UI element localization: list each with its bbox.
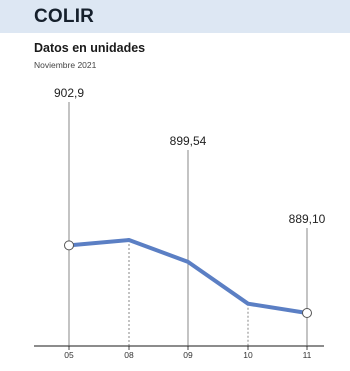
x-tick-label-10: 10 — [243, 350, 253, 360]
data-point-11 — [302, 308, 312, 318]
chart-title: Datos en unidades — [34, 41, 146, 55]
x-tick-label-11: 11 — [303, 350, 312, 360]
data-label-11: 889,10 — [289, 212, 326, 226]
x-tick-label-08: 08 — [124, 350, 134, 360]
chart-subtitle: Noviembre 2021 — [34, 60, 97, 70]
chart-header: COLIR — [0, 0, 350, 33]
chart-header-title: COLIR — [34, 6, 95, 27]
data-label-05: 902,9 — [54, 86, 84, 100]
data-point-05 — [64, 240, 74, 251]
x-tick-label-05: 05 — [64, 350, 74, 360]
data-label-09: 899,54 — [170, 134, 207, 148]
x-tick-label-09: 09 — [183, 350, 193, 360]
